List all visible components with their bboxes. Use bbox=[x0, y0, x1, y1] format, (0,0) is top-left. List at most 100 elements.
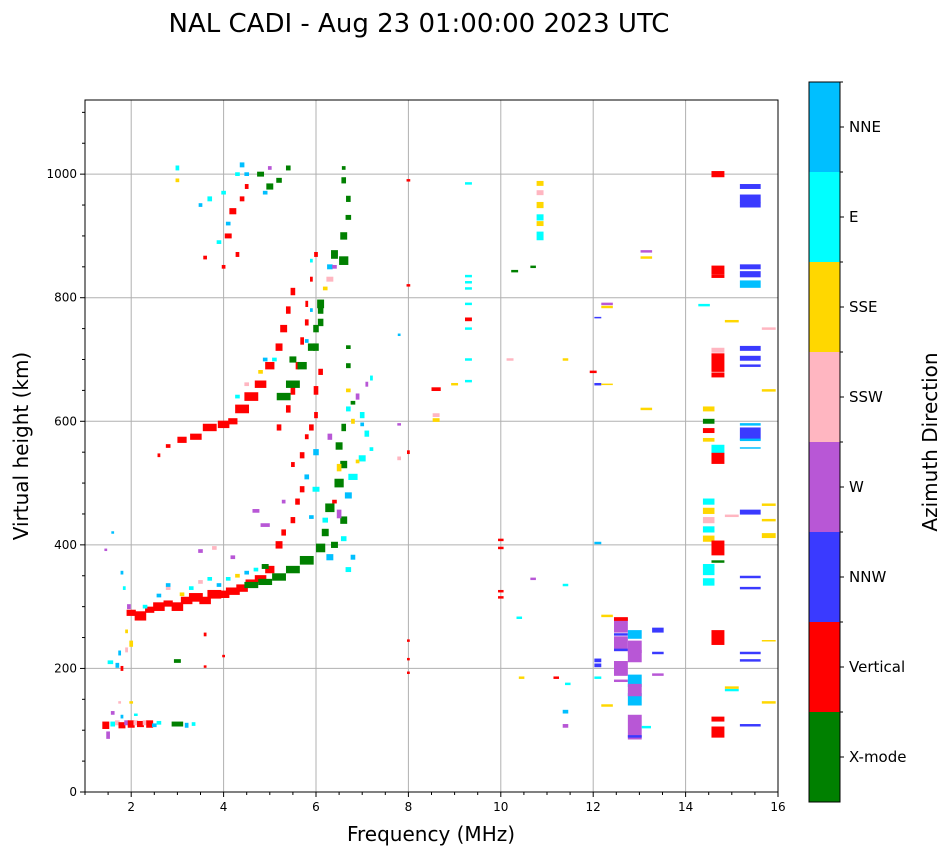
data-point bbox=[698, 303, 710, 307]
data-point bbox=[175, 165, 180, 171]
colorbar-category-label: NNE bbox=[849, 118, 881, 136]
data-point bbox=[360, 422, 365, 427]
data-point bbox=[230, 555, 236, 560]
data-point bbox=[464, 274, 472, 278]
data-point bbox=[331, 541, 338, 548]
data-point bbox=[739, 724, 761, 727]
data-point bbox=[145, 606, 155, 613]
data-point bbox=[739, 264, 761, 270]
y-tick-label: 1000 bbox=[46, 167, 77, 181]
data-point bbox=[711, 630, 725, 645]
data-point bbox=[314, 251, 318, 257]
data-point bbox=[601, 383, 613, 386]
data-point bbox=[309, 258, 313, 263]
data-point bbox=[464, 302, 472, 306]
plot-frame bbox=[84, 99, 779, 793]
data-point bbox=[239, 162, 245, 168]
data-point bbox=[358, 455, 366, 462]
data-point bbox=[340, 232, 348, 240]
data-point bbox=[290, 386, 296, 395]
data-point bbox=[127, 604, 131, 610]
data-point bbox=[340, 460, 348, 469]
data-point bbox=[594, 316, 602, 319]
data-point bbox=[276, 424, 282, 431]
data-point bbox=[739, 423, 761, 426]
data-point bbox=[565, 682, 571, 686]
data-point bbox=[739, 202, 761, 208]
data-point bbox=[309, 276, 313, 282]
data-point bbox=[180, 596, 193, 605]
data-point bbox=[110, 711, 115, 715]
data-point bbox=[432, 418, 440, 422]
data-point bbox=[261, 564, 269, 569]
data-point bbox=[318, 368, 323, 375]
colorbar-swatch bbox=[809, 82, 840, 172]
data-point bbox=[217, 420, 230, 429]
data-point bbox=[711, 452, 725, 464]
data-point bbox=[317, 299, 325, 309]
data-point bbox=[102, 721, 110, 729]
x-tick-label: 12 bbox=[586, 800, 601, 814]
colorbar-swatch bbox=[809, 352, 840, 442]
data-point bbox=[221, 190, 226, 195]
chart-title: NAL CADI - Aug 23 01:00:00 2023 UTC bbox=[169, 9, 670, 39]
data-point bbox=[188, 593, 203, 602]
data-point bbox=[314, 412, 318, 419]
data-point bbox=[276, 177, 282, 183]
y-tick-label: 200 bbox=[54, 661, 77, 675]
x-tick-label: 6 bbox=[312, 800, 320, 814]
data-point bbox=[711, 347, 725, 353]
data-point bbox=[761, 503, 776, 506]
data-point bbox=[341, 177, 347, 184]
data-point bbox=[711, 265, 725, 275]
data-point bbox=[235, 172, 240, 176]
data-point bbox=[739, 586, 761, 590]
x-tick-label: 10 bbox=[493, 800, 508, 814]
data-point bbox=[188, 586, 194, 590]
data-point bbox=[290, 287, 296, 296]
data-point bbox=[260, 523, 270, 527]
data-point bbox=[156, 593, 162, 598]
data-point bbox=[739, 651, 761, 655]
data-point bbox=[432, 413, 440, 417]
data-point bbox=[341, 166, 346, 170]
data-point bbox=[464, 281, 472, 284]
data-point bbox=[627, 640, 642, 653]
data-point bbox=[536, 180, 544, 186]
data-point bbox=[254, 380, 267, 388]
data-point bbox=[627, 630, 642, 639]
data-point bbox=[203, 632, 207, 637]
colorbar-category-label: Vertical bbox=[849, 658, 905, 676]
data-point bbox=[702, 418, 715, 424]
data-point bbox=[262, 190, 268, 195]
data-point bbox=[336, 509, 342, 519]
data-point bbox=[652, 651, 664, 655]
data-point bbox=[702, 437, 715, 442]
data-point bbox=[536, 201, 544, 209]
data-point bbox=[305, 300, 309, 307]
y-tick-label: 600 bbox=[54, 414, 77, 428]
data-point bbox=[203, 665, 207, 668]
data-point bbox=[171, 602, 184, 611]
data-point bbox=[309, 424, 314, 431]
data-point bbox=[724, 688, 739, 692]
data-point bbox=[739, 427, 761, 440]
data-point bbox=[350, 400, 356, 405]
data-point bbox=[115, 720, 120, 726]
data-point bbox=[711, 716, 725, 722]
data-point bbox=[613, 636, 628, 652]
colorbar-swatch bbox=[809, 532, 840, 622]
data-point bbox=[601, 305, 613, 309]
data-point bbox=[613, 617, 628, 633]
data-point bbox=[115, 662, 120, 668]
y-tick-label: 400 bbox=[54, 538, 77, 552]
data-point bbox=[739, 355, 761, 361]
data-point bbox=[365, 381, 369, 387]
data-point bbox=[711, 274, 725, 278]
data-point bbox=[351, 418, 355, 424]
data-point bbox=[516, 616, 523, 619]
data-point bbox=[761, 518, 776, 522]
data-point bbox=[244, 382, 250, 387]
data-point bbox=[711, 353, 725, 372]
